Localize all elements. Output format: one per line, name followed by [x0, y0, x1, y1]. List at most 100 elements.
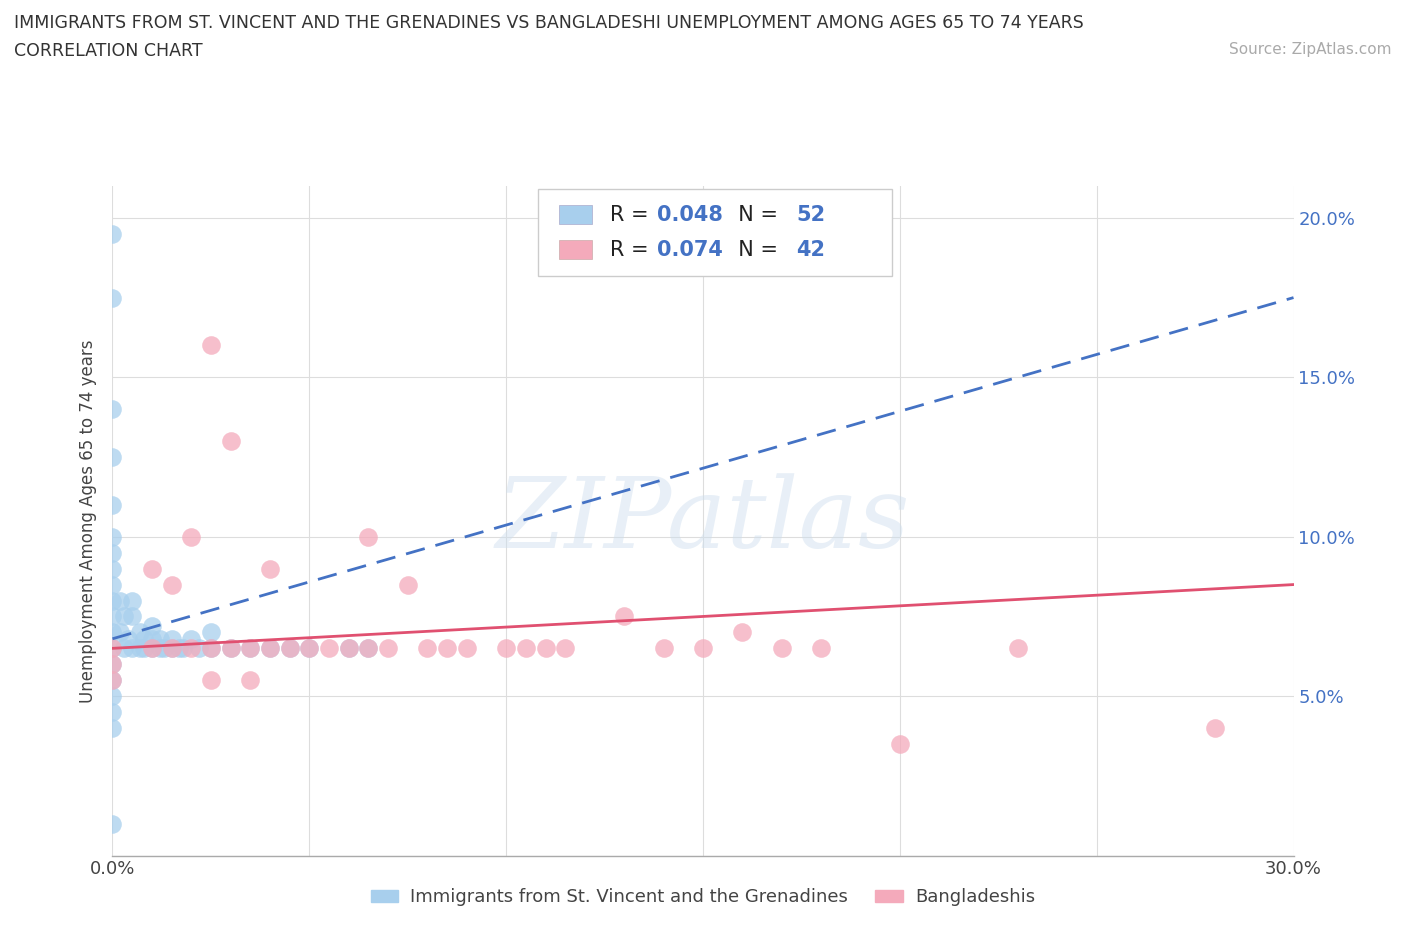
Point	[101, 449, 124, 464]
Point	[101, 641, 124, 656]
Point	[141, 641, 163, 656]
Point	[169, 641, 191, 656]
Y-axis label: Unemployment Among Ages 65 to 74 years: Unemployment Among Ages 65 to 74 years	[79, 339, 97, 702]
Point	[180, 529, 202, 544]
Point	[101, 721, 124, 736]
Legend: Immigrants from St. Vincent and the Grenadines, Bangladeshis: Immigrants from St. Vincent and the Gren…	[364, 881, 1042, 913]
Point	[239, 641, 262, 656]
Text: 52: 52	[796, 205, 825, 225]
Text: R =: R =	[610, 205, 655, 225]
Point	[101, 689, 124, 704]
Point	[278, 641, 301, 656]
Text: ZIPatlas: ZIPatlas	[496, 473, 910, 568]
Point	[101, 498, 124, 512]
Point	[613, 609, 636, 624]
Text: CORRELATION CHART: CORRELATION CHART	[14, 42, 202, 60]
Point	[141, 561, 163, 576]
Point	[101, 290, 124, 305]
Point	[101, 545, 124, 560]
Text: N =: N =	[725, 205, 785, 225]
Point	[200, 641, 222, 656]
Point	[160, 631, 183, 646]
Point	[436, 641, 458, 656]
Point	[112, 641, 135, 656]
Point	[357, 641, 380, 656]
Point	[731, 625, 754, 640]
Point	[101, 578, 124, 592]
Point	[149, 641, 172, 656]
Text: 0.048: 0.048	[657, 205, 723, 225]
Point	[129, 641, 152, 656]
Text: IMMIGRANTS FROM ST. VINCENT AND THE GRENADINES VS BANGLADESHI UNEMPLOYMENT AMONG: IMMIGRANTS FROM ST. VINCENT AND THE GREN…	[14, 14, 1084, 32]
Point	[101, 529, 124, 544]
Point	[219, 641, 242, 656]
Point	[121, 609, 143, 624]
Point	[129, 625, 152, 640]
Point	[101, 641, 124, 656]
Point	[149, 631, 172, 646]
Point	[101, 593, 124, 608]
Point	[117, 631, 139, 646]
Point	[259, 641, 281, 656]
Point	[101, 226, 124, 241]
Point	[141, 631, 163, 646]
Point	[188, 641, 211, 656]
Text: R =: R =	[610, 240, 655, 259]
Point	[110, 625, 132, 640]
Point	[101, 672, 124, 687]
Point	[770, 641, 793, 656]
Point	[515, 641, 537, 656]
Point	[337, 641, 360, 656]
Point	[200, 641, 222, 656]
Point	[889, 737, 911, 751]
Point	[160, 641, 183, 656]
Point	[278, 641, 301, 656]
Point	[554, 641, 576, 656]
Point	[121, 593, 143, 608]
Point	[259, 561, 281, 576]
Point	[357, 641, 380, 656]
Point	[200, 625, 222, 640]
Point	[180, 631, 202, 646]
Bar	[560, 206, 592, 224]
Bar	[560, 240, 592, 259]
Point	[239, 672, 262, 687]
Point	[141, 641, 163, 656]
Point	[132, 641, 155, 656]
Point	[318, 641, 340, 656]
Point	[101, 657, 124, 671]
Point	[101, 609, 124, 624]
Point	[101, 705, 124, 720]
Point	[377, 641, 399, 656]
Point	[160, 641, 183, 656]
FancyBboxPatch shape	[537, 190, 891, 276]
Point	[121, 641, 143, 656]
Point	[101, 817, 124, 831]
Point	[101, 561, 124, 576]
Point	[337, 641, 360, 656]
Text: 42: 42	[796, 240, 825, 259]
Point	[141, 618, 163, 633]
Point	[495, 641, 517, 656]
Point	[200, 672, 222, 687]
Point	[110, 593, 132, 608]
Point	[259, 641, 281, 656]
Point	[160, 578, 183, 592]
Point	[810, 641, 832, 656]
Point	[456, 641, 478, 656]
Point	[298, 641, 321, 656]
Point	[101, 657, 124, 671]
Point	[1007, 641, 1029, 656]
Point	[101, 672, 124, 687]
Point	[101, 625, 124, 640]
Point	[239, 641, 262, 656]
Point	[200, 338, 222, 352]
Point	[692, 641, 714, 656]
Point	[219, 641, 242, 656]
Point	[416, 641, 439, 656]
Point	[152, 641, 174, 656]
Point	[219, 433, 242, 448]
Point	[132, 631, 155, 646]
Point	[652, 641, 675, 656]
Point	[534, 641, 557, 656]
